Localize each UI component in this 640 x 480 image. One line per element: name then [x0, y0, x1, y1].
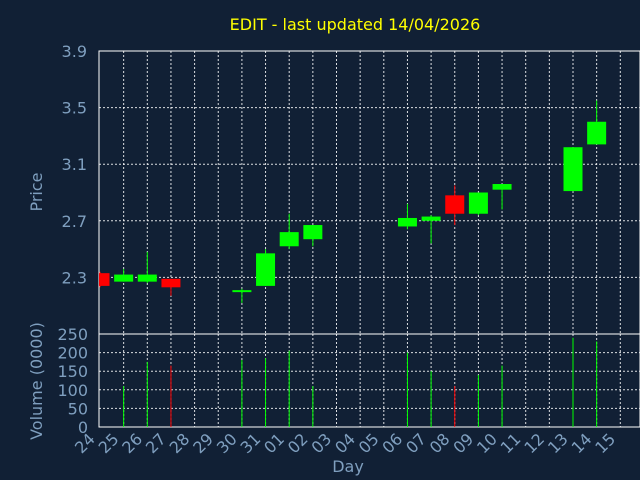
candle	[397, 203, 417, 230]
price-tick-label: 2.3	[62, 268, 87, 287]
candle	[445, 185, 465, 226]
price-axis-label: Price	[27, 172, 46, 211]
candle	[303, 225, 323, 247]
x-axis-ticks: 2425262728293031010203040506070809101112…	[71, 429, 619, 457]
candle	[232, 288, 252, 303]
candle	[137, 251, 157, 284]
candle-body	[492, 184, 512, 190]
candle-body	[563, 147, 583, 192]
volume-tick-label: 200	[57, 344, 88, 363]
candle-body	[303, 225, 323, 240]
price-tick-label: 2.7	[62, 212, 87, 231]
candle	[161, 278, 181, 296]
candle-body	[256, 253, 276, 286]
chart-title: EDIT - last updated 14/04/2026	[230, 15, 481, 34]
candle	[99, 271, 110, 288]
x-axis-label: Day	[332, 457, 364, 476]
candle	[587, 100, 607, 145]
candle-body	[232, 290, 252, 293]
candle	[492, 184, 512, 210]
volume-tick-label: 100	[57, 381, 88, 400]
candles	[99, 100, 607, 303]
candle-body	[397, 217, 417, 227]
price-tick-label: 3.5	[62, 99, 87, 118]
candle-body	[99, 273, 110, 286]
price-tick-label: 3.1	[62, 155, 87, 174]
candle	[279, 213, 299, 250]
candle	[421, 215, 441, 244]
candle-body	[279, 232, 299, 247]
volume-bars	[123, 337, 598, 427]
candle	[256, 249, 276, 286]
volume-axis-label: Volume (0000)	[27, 322, 46, 440]
volume-tick-label: 50	[68, 399, 88, 418]
candle-body	[421, 216, 441, 221]
candle	[468, 192, 488, 216]
candle-body	[137, 274, 157, 282]
candle-body	[587, 121, 607, 145]
volume-tick-label: 0	[78, 418, 88, 437]
candle-body	[468, 192, 488, 214]
candle	[563, 147, 583, 192]
volume-tick-label: 250	[57, 325, 88, 344]
volume-panel-frame	[98, 333, 640, 428]
price-tick-label: 3.9	[62, 42, 87, 61]
candle-body	[445, 195, 465, 214]
price-axis-ticks: 3.9 3.5 3.1 2.7 2.3	[62, 42, 87, 287]
candle	[114, 268, 134, 282]
candle-body	[161, 278, 181, 288]
volume-tick-label: 150	[57, 362, 88, 381]
candle-body	[114, 274, 134, 282]
